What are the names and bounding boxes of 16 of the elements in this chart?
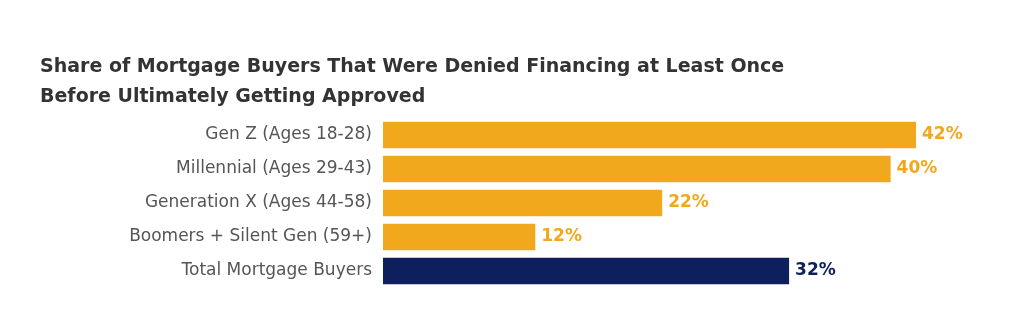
bar [383, 189, 663, 217]
y-tick-label: Millennial (Ages 29-43) [176, 157, 372, 178]
y-tick-label: Boomers + Silent Gen (59+) [129, 225, 372, 246]
y-tick-label: Total Mortgage Buyers [180, 259, 373, 280]
data-label: 32% [795, 259, 836, 280]
bar [383, 223, 536, 251]
data-label: 40% [896, 157, 938, 178]
y-tick-label: Generation X (Ages 44-58) [144, 191, 372, 212]
y-tick-label: Gen Z (Ages 18-28) [205, 123, 372, 144]
data-label: 22% [668, 191, 709, 212]
bar [383, 257, 790, 285]
bar [383, 155, 891, 183]
data-label: 12% [541, 225, 582, 246]
bar [383, 121, 916, 149]
data-label: 42% [922, 123, 963, 144]
chart-title: Share of Mortgage Buyers That Were Denied Financing at Least Once Before Ultimately Getting Approved [40, 53, 786, 108]
